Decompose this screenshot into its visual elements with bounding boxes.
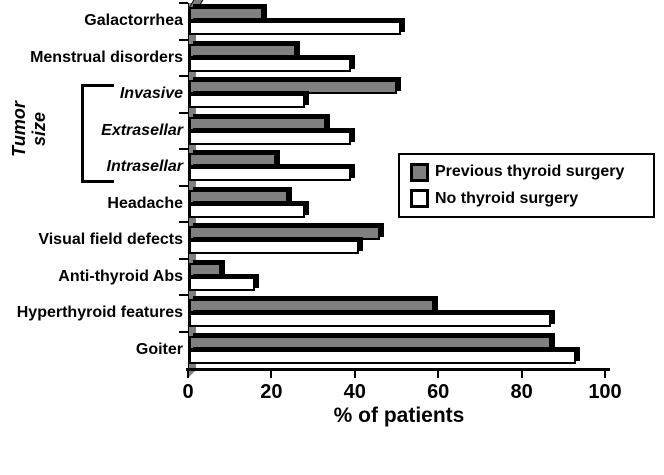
- y-axis-tick: [179, 38, 188, 41]
- bar-previous-surgery: [189, 262, 222, 277]
- y-axis-tick: [179, 111, 188, 114]
- category-label: Anti-thyroid Abs: [58, 267, 183, 285]
- x-axis-tick-label: 80: [510, 381, 533, 403]
- x-axis-tick-label: 40: [343, 381, 366, 403]
- x-axis-tick: [187, 370, 189, 378]
- y-axis-wall: [188, 3, 196, 369]
- y-axis-tick: [179, 294, 188, 297]
- category-label: Extrasellar: [101, 121, 183, 139]
- category-label: Hyperthyroid features: [16, 304, 183, 322]
- legend-label: Previous thyroid surgery: [435, 163, 625, 181]
- legend-item: Previous thyroid surgery: [410, 162, 653, 182]
- x-axis-tick-label: 0: [182, 381, 194, 403]
- y-axis-tick: [179, 148, 188, 151]
- bar-previous-surgery: [189, 116, 326, 131]
- bar-previous-surgery: [189, 226, 380, 241]
- category-label: Headache: [107, 194, 183, 212]
- group-bracket: [81, 84, 114, 183]
- bar-no-surgery: [189, 240, 359, 255]
- group-label-tumor-size: Tumor size: [9, 74, 65, 184]
- y-axis-tick: [179, 330, 188, 333]
- bar-no-surgery: [189, 276, 255, 291]
- x-axis-tick: [437, 370, 440, 378]
- category-label: Galactorrhea: [84, 12, 183, 29]
- y-axis-tick: [179, 2, 188, 4]
- y-axis-wall-foot: [188, 369, 197, 378]
- y-axis-tick: [179, 75, 188, 78]
- x-axis-tick: [520, 370, 523, 378]
- bar-no-surgery: [189, 313, 551, 328]
- y-axis-tick: [179, 221, 188, 224]
- category-label: Intrasellar: [106, 158, 183, 176]
- bar-previous-surgery: [189, 189, 289, 204]
- category-label: Invasive: [119, 85, 183, 103]
- x-axis-line: [186, 368, 610, 371]
- x-axis-tick-label: 60: [427, 381, 450, 403]
- y-axis-tick: [179, 257, 188, 260]
- x-axis-tick: [270, 370, 273, 378]
- legend-label: No thyroid surgery: [435, 189, 579, 207]
- legend: Previous thyroid surgery No thyroid surge…: [398, 153, 655, 218]
- category-label: Menstrual disorders: [30, 48, 183, 66]
- y-axis-tick: [179, 184, 188, 187]
- bar-no-surgery: [189, 57, 351, 72]
- x-axis-tick: [353, 370, 356, 378]
- bar-previous-surgery: [189, 43, 297, 58]
- x-axis-title: % of patients: [333, 404, 465, 427]
- category-label: Visual field defects: [38, 231, 183, 249]
- legend-item: No thyroid surgery: [410, 189, 653, 209]
- bar-no-surgery: [189, 21, 401, 35]
- bar-previous-surgery: [189, 80, 397, 95]
- bar-previous-surgery: [189, 335, 551, 350]
- bar-no-surgery: [189, 349, 576, 364]
- bar-no-surgery: [189, 94, 305, 109]
- legend-swatch-previous-surgery: [410, 162, 429, 182]
- bar-previous-surgery: [189, 7, 264, 21]
- legend-swatch-no-surgery: [410, 189, 429, 209]
- bar-no-surgery: [189, 130, 351, 145]
- x-axis-tick-label: 20: [260, 381, 283, 403]
- x-axis-tick: [604, 370, 606, 378]
- group-label-text: Tumor size: [9, 101, 49, 157]
- bar-no-surgery: [189, 203, 305, 218]
- bar-no-surgery: [189, 167, 351, 182]
- bar-previous-surgery: [189, 299, 435, 314]
- x-axis-tick-label: 100: [588, 381, 622, 403]
- bar-previous-surgery: [189, 153, 276, 168]
- category-label: Goiter: [135, 340, 183, 358]
